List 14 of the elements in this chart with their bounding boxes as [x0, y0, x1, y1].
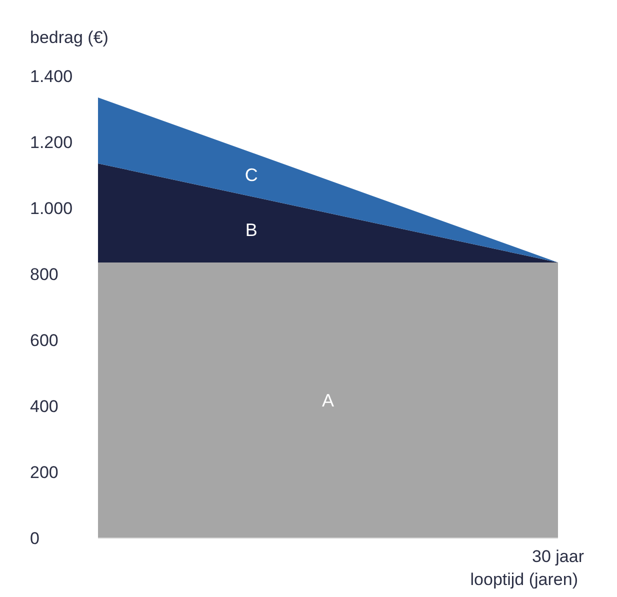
y-tick-label: 1.000 — [30, 199, 73, 218]
y-tick-label: 1.400 — [30, 67, 73, 86]
x-tick-label: 30 jaar — [532, 547, 584, 566]
y-tick-label: 1.200 — [30, 133, 73, 152]
y-tick-label: 200 — [30, 463, 58, 482]
y-tick-label: 400 — [30, 397, 58, 416]
y-tick-label: 0 — [30, 529, 40, 548]
y-axis-title: bedrag (€) — [30, 28, 108, 48]
series-label: C — [244, 164, 258, 185]
series-label: B — [245, 220, 258, 240]
y-tick-label: 600 — [30, 331, 58, 350]
y-tick-label: 800 — [30, 265, 58, 284]
x-axis-title: looptijd (jaren) — [470, 570, 578, 590]
series-label: A — [322, 390, 334, 411]
